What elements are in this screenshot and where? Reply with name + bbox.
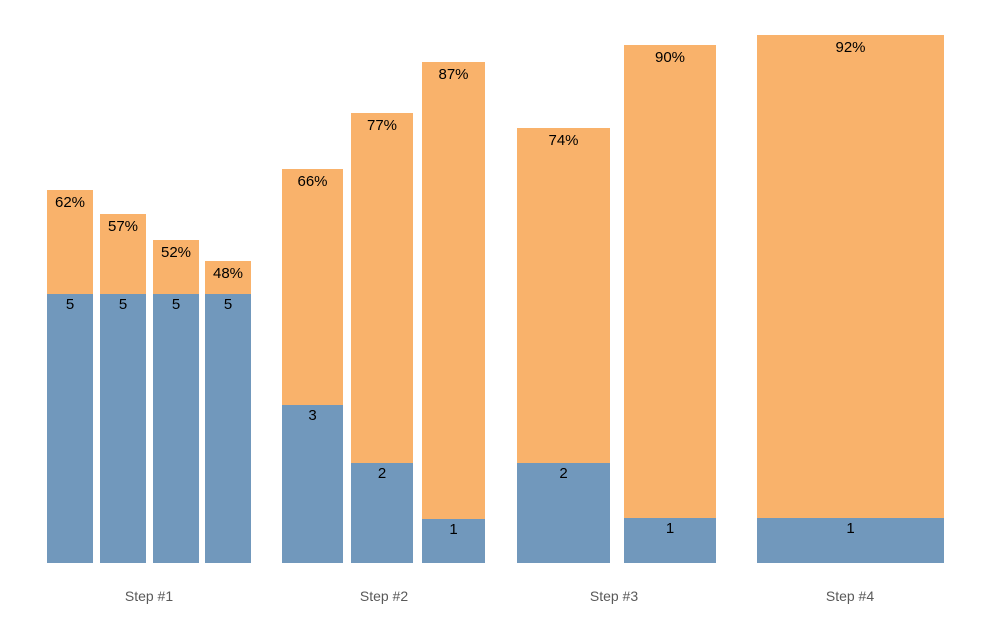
count-label: 1 [665,520,675,537]
bar-bottom-segment [422,519,485,563]
percent-label: 74% [548,132,579,149]
count-label: 5 [118,296,128,313]
bar-step2-3: 87% 1 [422,62,485,563]
bar-step4-1: 92% 1 [757,35,944,563]
percent-label: 77% [366,117,398,134]
x-axis-group-label: Step #3 [589,588,639,604]
percent-label: 87% [438,66,469,83]
bar-bottom-segment [757,518,944,563]
percent-label: 90% [654,49,686,66]
count-label: 3 [308,407,317,424]
bar-step1-2: 57% 5 [100,214,146,563]
bar-step1-1: 62% 5 [47,190,93,563]
x-axis-group-label: Step #1 [124,588,174,604]
percent-label: 52% [160,244,192,261]
bar-bottom-segment [153,294,199,563]
bar-step1-3: 52% 5 [153,240,199,563]
bar-bottom-segment [47,294,93,563]
x-axis-group-label: Step #4 [825,588,875,604]
bar-bottom-segment [624,518,716,563]
count-label: 5 [223,296,233,313]
x-axis-group-label: Step #2 [359,588,409,604]
count-label: 2 [559,465,568,482]
bar-bottom-segment [100,294,146,563]
count-label: 1 [449,521,458,538]
count-label: 5 [65,296,75,313]
bar-step2-2: 77% 2 [351,113,413,563]
percent-label: 66% [297,173,328,190]
bar-step3-1: 74% 2 [517,128,610,563]
percent-label: 48% [212,265,244,282]
bar-bottom-segment [351,463,413,563]
count-label: 2 [377,465,387,482]
bar-step3-2: 90% 1 [624,45,716,563]
bar-bottom-segment [205,294,251,563]
bar-step2-1: 66% 3 [282,169,343,563]
bar-bottom-segment [282,405,343,563]
bar-bottom-segment [517,463,610,563]
percent-label: 62% [54,194,86,211]
percent-label: 92% [835,39,866,56]
count-label: 5 [171,296,181,313]
count-label: 1 [846,520,855,537]
percent-label: 57% [107,218,139,235]
bar-step1-4: 48% 5 [205,261,251,563]
